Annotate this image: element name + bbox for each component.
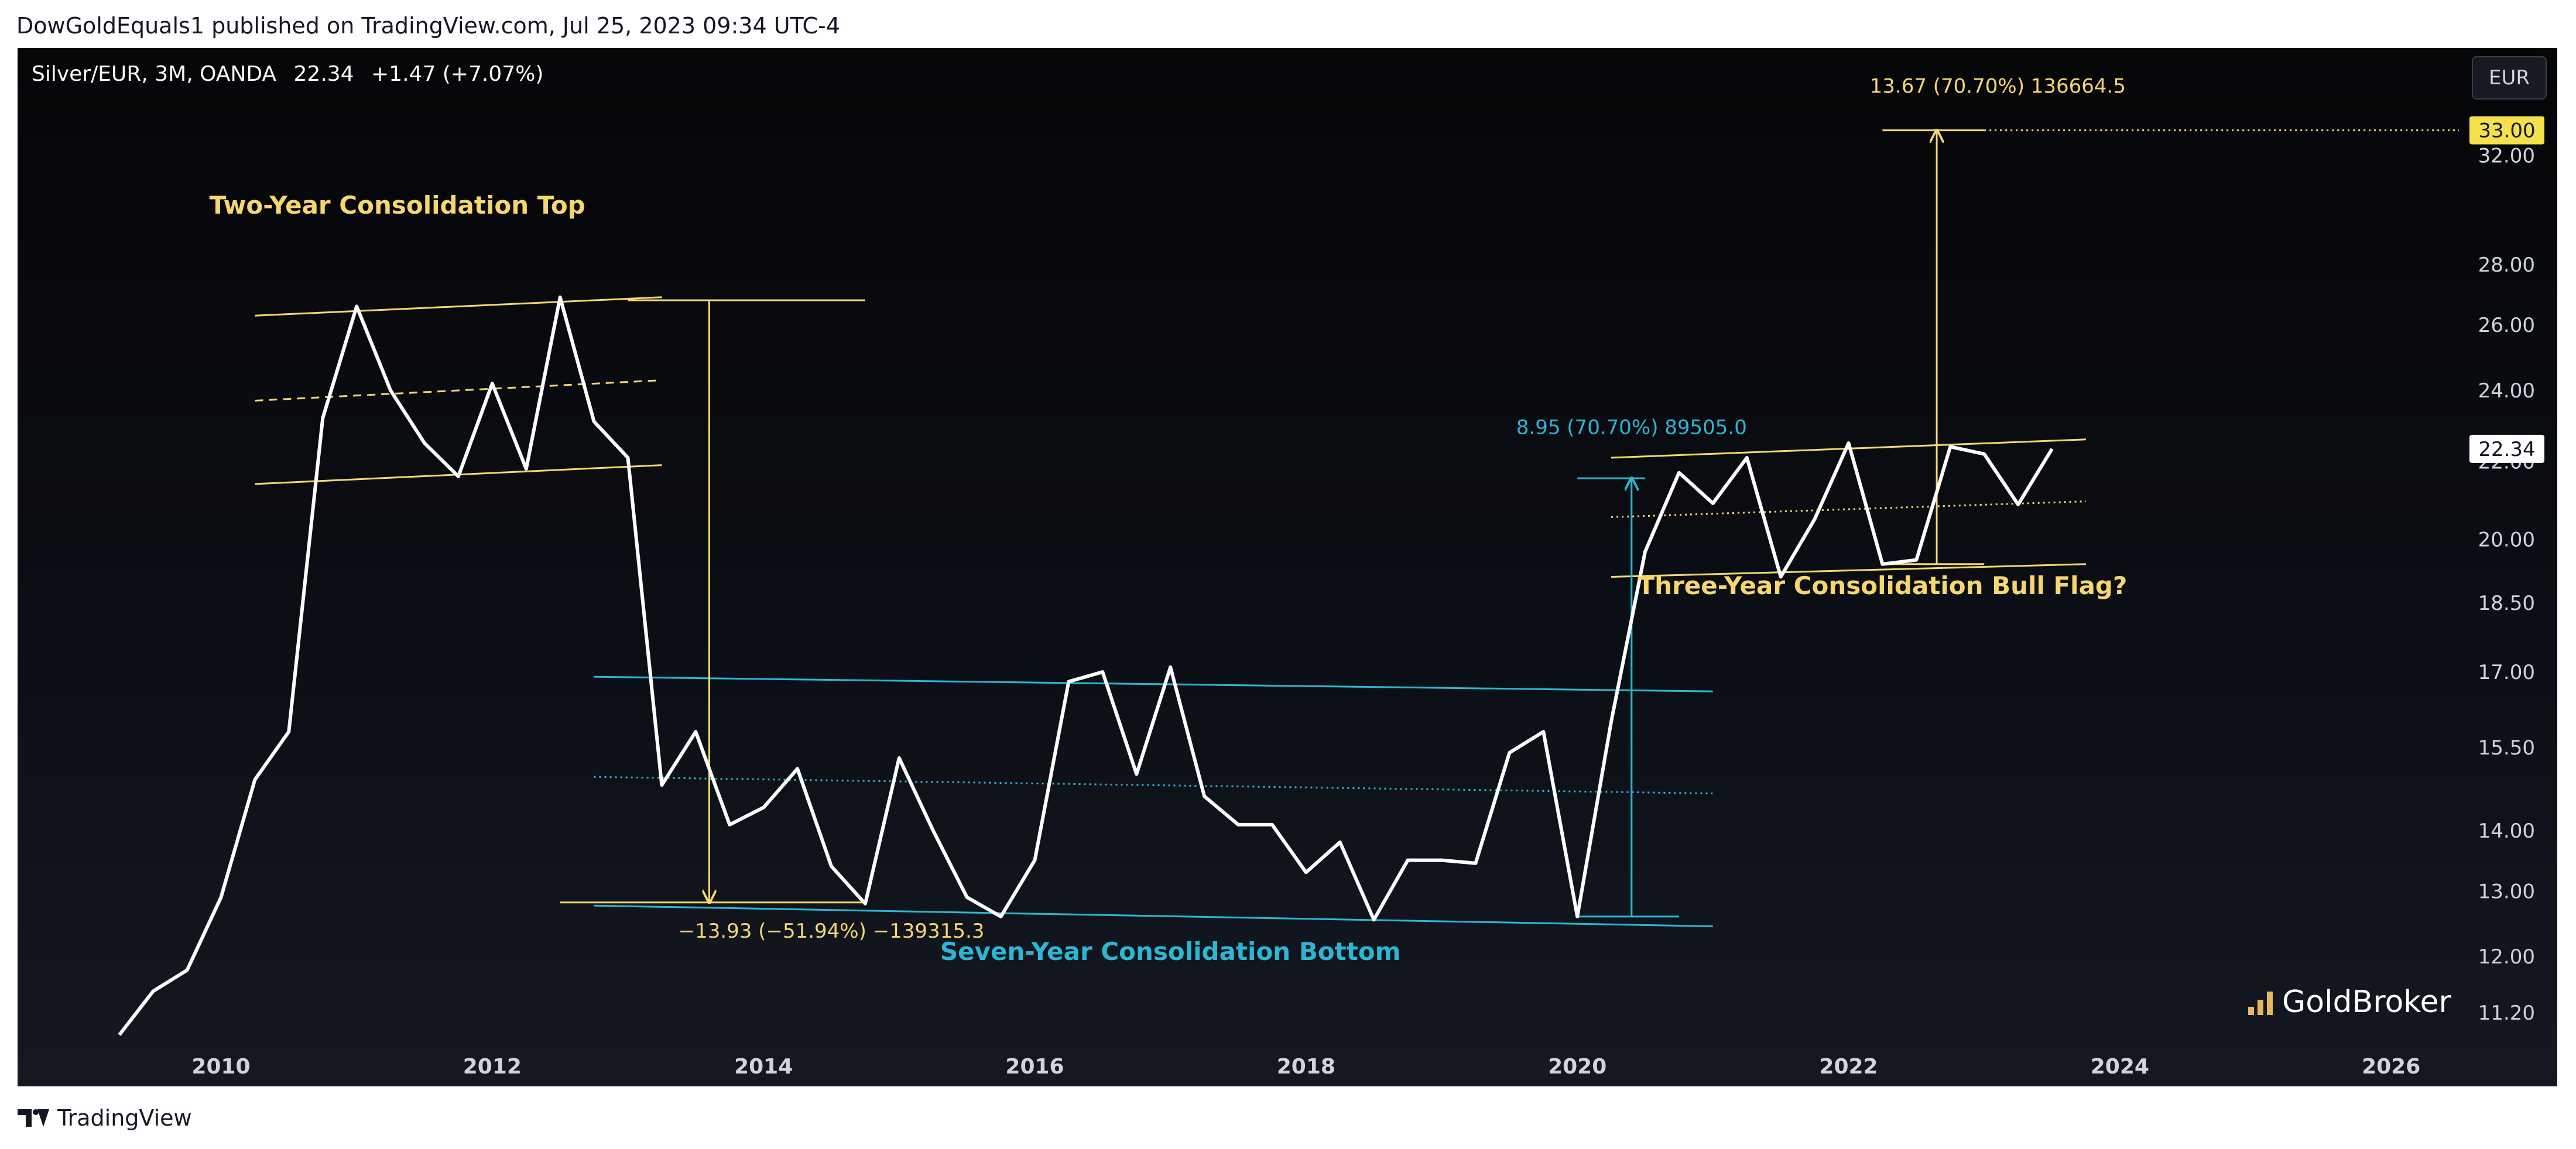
y-tick-13.00: 13.00 (2478, 880, 2535, 903)
target-value-badge-bg (2469, 116, 2544, 145)
chart-legend: Silver/EUR, 3M, OANDA 22.34 +1.47 (+7.07… (32, 62, 554, 86)
annotations: Two-Year Consolidation Top Seven-Year Con… (210, 75, 2128, 966)
legend-last: 22.34 (293, 62, 354, 86)
y-tick-15.50: 15.50 (2478, 736, 2535, 760)
y-tick-28.00: 28.00 (2478, 253, 2535, 277)
annotation-3: −13.93 (−51.94%) −139315.3 (679, 920, 985, 943)
trend-lines (255, 129, 2459, 928)
y-tick-32.00: 32.00 (2478, 145, 2535, 168)
annotation-4: 8.95 (70.70%) 89505.0 (1516, 416, 1747, 440)
annotation-0: Two-Year Consolidation Top (210, 191, 585, 219)
legend-change: +1.47 (+7.07%) (371, 62, 544, 86)
price-series (118, 295, 2054, 1036)
tradingview-footer[interactable]: TradingView (18, 1105, 192, 1131)
currency-button[interactable]: EUR (2472, 56, 2547, 100)
x-tick-2022: 2022 (1819, 1055, 1878, 1079)
trend-line-12 (1611, 563, 2086, 578)
x-tick-2014: 2014 (734, 1055, 793, 1079)
goldbroker-label: GoldBroker (2282, 985, 2451, 1020)
y-tick-14.00: 14.00 (2478, 819, 2535, 843)
price-chart[interactable]: Two-Year Consolidation Top Seven-Year Con… (18, 48, 2557, 1086)
y-tick-12.00: 12.00 (2478, 945, 2535, 969)
x-tick-2012: 2012 (463, 1055, 522, 1079)
annotation-5: 13.67 (70.70%) 136664.5 (1870, 75, 2126, 98)
measure-arrows (710, 131, 1937, 917)
chart-frame[interactable]: Two-Year Consolidation Top Seven-Year Con… (18, 48, 2557, 1086)
publisher-line: DowGoldEquals1 published on TradingView.… (16, 13, 840, 39)
y-tick-26.00: 26.00 (2478, 314, 2535, 337)
last-value-badge-bg (2469, 434, 2544, 463)
trend-line-11 (1611, 500, 2086, 518)
tradingview-logo-icon (18, 1109, 50, 1127)
x-axis[interactable]: 2010 2012 2014 2016 2018 2020 2022 2024 2026 (191, 1055, 2420, 1079)
y-tick-17.00: 17.00 (2478, 661, 2535, 684)
annotation-2: Three-Year Consolidation Bull Flag? (1638, 571, 2127, 600)
y-tick-11.20: 11.20 (2478, 1001, 2535, 1025)
x-tick-2016: 2016 (1005, 1055, 1064, 1079)
goldbroker-icon (2248, 989, 2274, 1015)
target-value-badge: 33.00 (2478, 119, 2535, 143)
x-tick-2026: 2026 (2362, 1055, 2420, 1079)
goldbroker-watermark: GoldBroker (2248, 985, 2451, 1020)
y-tick-20.00: 20.00 (2478, 528, 2535, 551)
trend-line-5 (594, 675, 1713, 692)
y-tick-24.00: 24.00 (2478, 379, 2535, 403)
last-value-badge: 22.34 (2478, 438, 2535, 461)
x-tick-2010: 2010 (191, 1055, 250, 1079)
x-tick-2018: 2018 (1277, 1055, 1335, 1079)
x-tick-2020: 2020 (1548, 1055, 1606, 1079)
trend-line-6 (594, 776, 1713, 795)
y-tick-18.50: 18.50 (2478, 592, 2535, 615)
trend-line-7 (594, 904, 1713, 928)
trend-line-1 (255, 379, 662, 402)
y-axis[interactable]: 11.20 12.00 13.00 14.00 15.50 17.00 18.50 20.00… (2469, 116, 2544, 1025)
trend-line-0 (255, 296, 662, 317)
price-line-0 (118, 295, 2054, 1036)
legend-symbol: Silver/EUR, 3M, OANDA (32, 62, 277, 86)
tradingview-label: TradingView (57, 1105, 192, 1131)
x-tick-2024: 2024 (2091, 1055, 2149, 1079)
annotation-1: Seven-Year Consolidation Bottom (940, 937, 1401, 966)
